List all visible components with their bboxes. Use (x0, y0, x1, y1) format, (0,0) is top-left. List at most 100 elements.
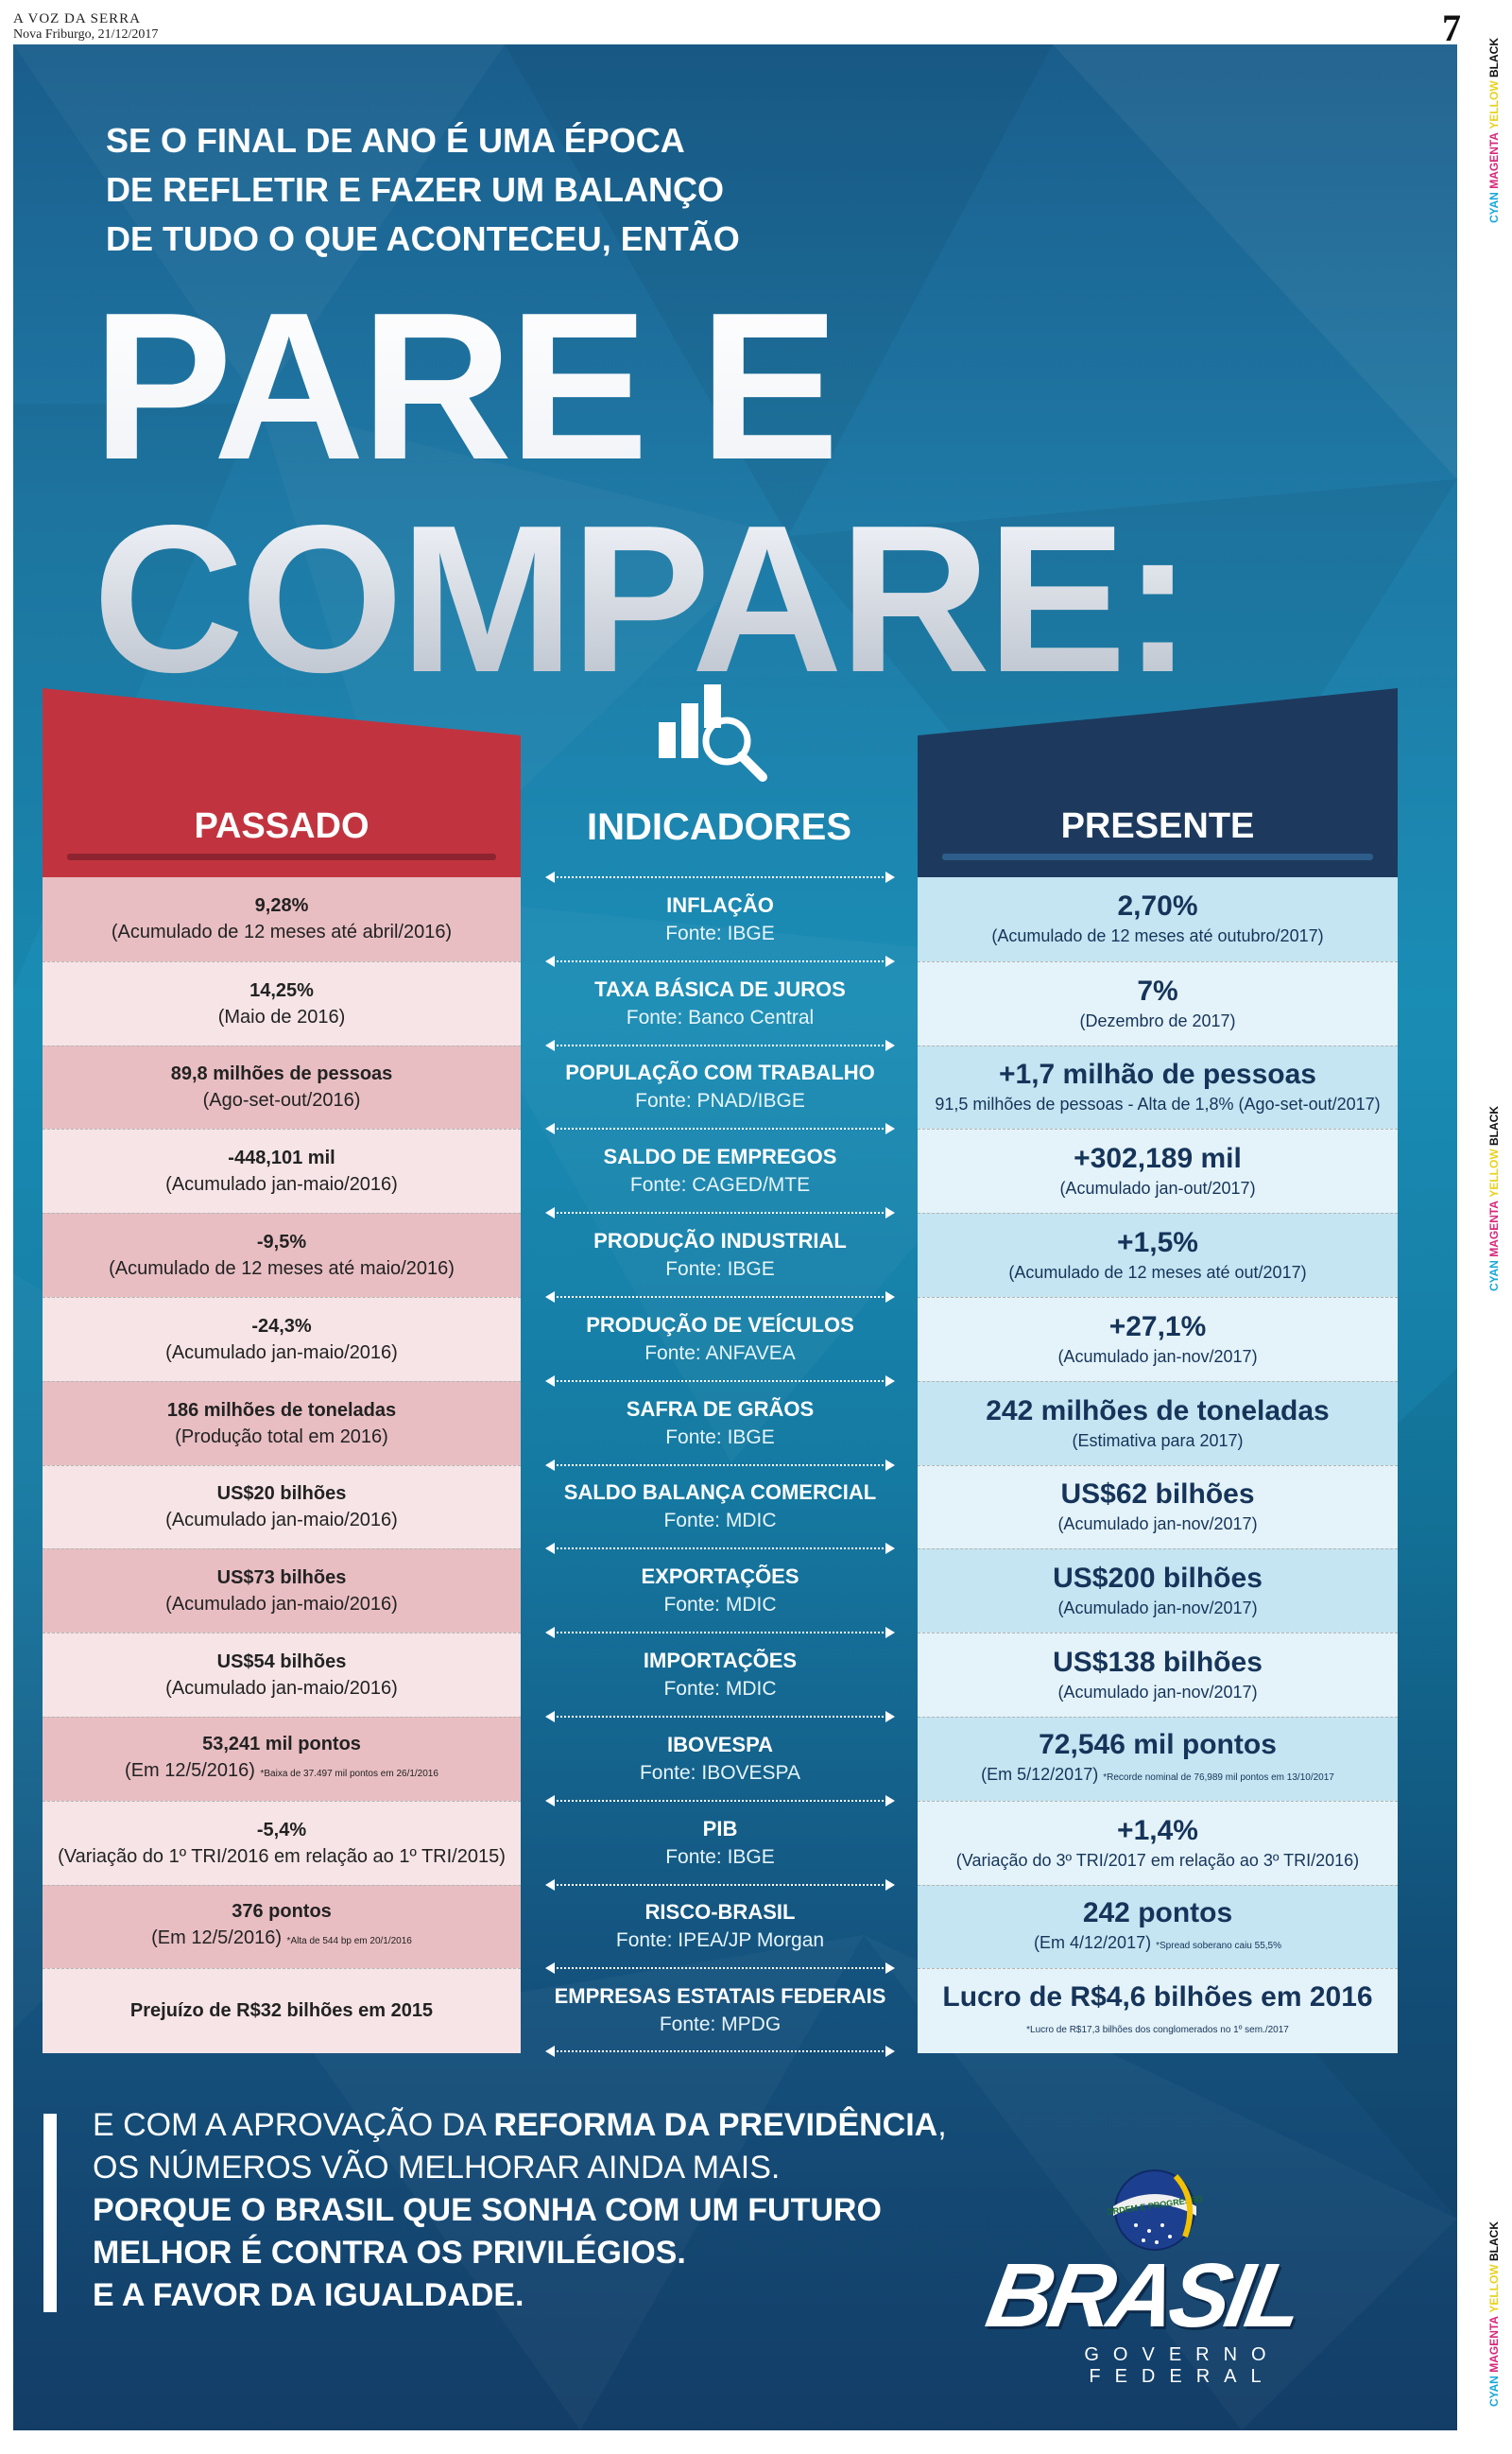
cmyk-mark-top: CYAN MAGENTA YELLOW BLACK (1487, 38, 1506, 223)
past-value: 9,28% (254, 894, 309, 916)
footer-line-3: PORQUE O BRASIL QUE SONHA COM UM FUTURO (93, 2192, 882, 2228)
past-note-text: (Em 12/5/2016) (151, 1927, 282, 1949)
double-arrow-divider (545, 872, 895, 883)
footer-line-2: OS NÚMEROS VÃO MELHORAR AINDA MAIS. (93, 2150, 781, 2186)
present-note-text: (Acumulado jan-nov/2017) (1057, 1599, 1258, 1618)
present-value: +27,1% (1108, 1310, 1207, 1342)
indicator-cell: TAXA BÁSICA DE JUROS Fonte: Banco Central (540, 955, 901, 1046)
indicator-source: Fonte: IBGE (665, 1426, 775, 1448)
table-row: 53,241 mil pontos (Em 12/5/2016) *Baixa d… (43, 1710, 1398, 1802)
arrow-right-icon (885, 2046, 895, 2058)
headline-title: PARE E COMPARE: (93, 281, 1189, 706)
double-arrow-divider (545, 1374, 895, 1387)
past-note: (Em 12/5/2016) *Alta de 544 bp em 20/1/2… (151, 1925, 412, 1955)
table-row: 9,28% (Acumulado de 12 meses até abril/20… (43, 872, 1398, 961)
arrow-right-icon (885, 1123, 895, 1135)
indicator-source: Fonte: MDIC (663, 1594, 777, 1616)
chart-magnifier-icon (659, 684, 767, 782)
dotted-line (553, 1799, 887, 1802)
present-header-bar (942, 854, 1373, 860)
present-note-text: (Acumulado jan-nov/2017) (1057, 1514, 1258, 1534)
past-note-text: (Acumulado jan-maio/2016) (165, 1510, 398, 1531)
dotted-line (553, 1212, 887, 1215)
arrow-right-icon (885, 1627, 895, 1639)
present-cell: Lucro de R$4,6 bilhões em 2016 *Lucro de… (918, 1968, 1398, 2054)
cmyk-magenta: MAGENTA (1487, 2316, 1501, 2373)
present-note-text: (Acumulado jan-nov/2017) (1057, 1683, 1258, 1702)
arrow-left-icon (545, 1627, 555, 1639)
cmyk-black: BLACK (1487, 2221, 1501, 2261)
cmyk-yellow: YELLOW (1487, 80, 1501, 130)
present-note: (Em 5/12/2017) *Recorde nominal de 76,98… (981, 1762, 1334, 1790)
dotted-line (553, 876, 887, 878)
past-value: US$20 bilhões (216, 1483, 347, 1505)
footer-line-1-suffix: , (937, 2107, 947, 2143)
indicator-name: POPULAÇÃO COM TRABALHO (565, 1061, 875, 1085)
indicator-name: PRODUÇÃO DE VEÍCULOS (586, 1312, 854, 1337)
cmyk-magenta: MAGENTA (1487, 1201, 1501, 1257)
arrow-right-icon (885, 1290, 895, 1303)
double-arrow-divider (545, 1459, 895, 1471)
past-note: (Em 12/5/2016) *Baixa de 37.497 mil pont… (125, 1757, 438, 1788)
arrow-left-icon (545, 2046, 555, 2058)
indicator-cell: SALDO BALANÇA COMERCIAL Fonte: MDIC (540, 1459, 901, 1549)
present-footnote: *Recorde nominal de 76,989 mil pontos em… (1103, 1772, 1334, 1784)
past-header-bar (67, 854, 496, 860)
past-value: 89,8 milhões de pessoas (170, 1063, 393, 1085)
indicator-source: Fonte: IBGE (665, 1258, 775, 1281)
dotted-line (553, 1379, 887, 1382)
double-arrow-divider (545, 1123, 895, 1135)
present-value: US$62 bilhões (1060, 1478, 1255, 1511)
arrow-left-icon (545, 1962, 555, 1975)
cmyk-yellow: YELLOW (1487, 1149, 1501, 1198)
past-note: (Ago-set-out/2016) (203, 1087, 361, 1114)
publication-date: Nova Friburgo, 21/12/2017 (13, 27, 159, 42)
arrow-left-icon (545, 955, 555, 967)
logo-wordmark: BRASIL (979, 2245, 1307, 2346)
footer-line-1: E COM A APROVAÇÃO DA REFORMA DA PREVIDÊN… (93, 2104, 947, 2147)
past-note-text: (Acumulado jan-maio/2016) (165, 1594, 398, 1616)
present-cell: 72,546 mil pontos (Em 5/12/2017) *Recorde… (918, 1716, 1398, 1802)
past-note-text: (Maio de 2016) (217, 1006, 346, 1028)
present-note: (Acumulado jan-nov/2017) (1057, 1344, 1257, 1370)
past-value: -9,5% (256, 1232, 307, 1253)
double-arrow-divider (545, 1962, 895, 1975)
indicator-source: Fonte: MDIC (663, 1510, 777, 1532)
present-note-text: (Acumulado de 12 meses até outubro/2017) (991, 925, 1324, 945)
present-note: (Estimativa para 2017) (1072, 1428, 1243, 1454)
past-cell: -448,101 mil (Acumulado jan-maio/2016) (43, 1129, 521, 1215)
indicator-name: PRODUÇÃO INDUSTRIAL (593, 1229, 847, 1253)
past-cell: -24,3% (Acumulado jan-maio/2016) (43, 1296, 521, 1382)
past-value: US$54 bilhões (216, 1651, 347, 1673)
present-value: 72,546 mil pontos (1039, 1729, 1277, 1761)
arrow-right-icon (885, 1039, 895, 1051)
dotted-line (553, 1883, 887, 1886)
indicator-name: SALDO BALANÇA COMERCIAL (563, 1480, 877, 1505)
present-value: +1,7 milhão de pessoas (999, 1059, 1316, 1091)
present-column-title: PRESENTE (1060, 806, 1255, 846)
present-footnote: *Spread soberano caiu 55,5% (1156, 1940, 1281, 1951)
indicator-name: EMPRESAS ESTATAIS FEDERAIS (554, 1984, 886, 2009)
present-value: 242 pontos (1082, 1896, 1233, 1928)
past-note-text: (Em 12/5/2016) (125, 1759, 255, 1781)
table-row: 14,25% (Maio de 2016) TAXA BÁSICA DE JUROS… (43, 955, 1398, 1046)
dotted-line (553, 1295, 887, 1298)
cmyk-mark-middle: CYAN MAGENTA YELLOW BLACK (1487, 1106, 1506, 1291)
dotted-line (553, 1967, 887, 1970)
past-value: 186 milhões de toneladas (166, 1399, 397, 1421)
past-note-text: (Acumulado jan-maio/2016) (165, 1341, 398, 1363)
past-note-text: (Ago-set-out/2016) (202, 1090, 361, 1112)
past-cell: 53,241 mil pontos (Em 12/5/2016) *Baixa d… (43, 1716, 521, 1802)
present-note: (Em 4/12/2017) *Spread soberano caiu 55,… (1034, 1930, 1281, 1959)
indicator-cell: SAFRA DE GRÃOS Fonte: IBGE (540, 1374, 901, 1465)
intro-line: SE O FINAL DE ANO É UMA ÉPOCA (106, 121, 685, 160)
arrow-right-icon (885, 1794, 895, 1806)
present-note: *Lucro de R$17,3 bilhões dos conglomerad… (1026, 2014, 1289, 2043)
present-value: 7% (1137, 975, 1178, 1007)
present-cell: +1,7 milhão de pessoas 91,5 milhões de pe… (918, 1045, 1398, 1131)
present-note: (Acumulado jan-out/2017) (1059, 1176, 1255, 1201)
dotted-line (553, 2050, 887, 2053)
indicator-source: Fonte: PNAD/IBGE (635, 1090, 805, 1113)
present-note-text: (Em 4/12/2017) (1034, 1932, 1152, 1952)
logo-subtitle: GOVERNO FEDERAL (1084, 2344, 1280, 2387)
